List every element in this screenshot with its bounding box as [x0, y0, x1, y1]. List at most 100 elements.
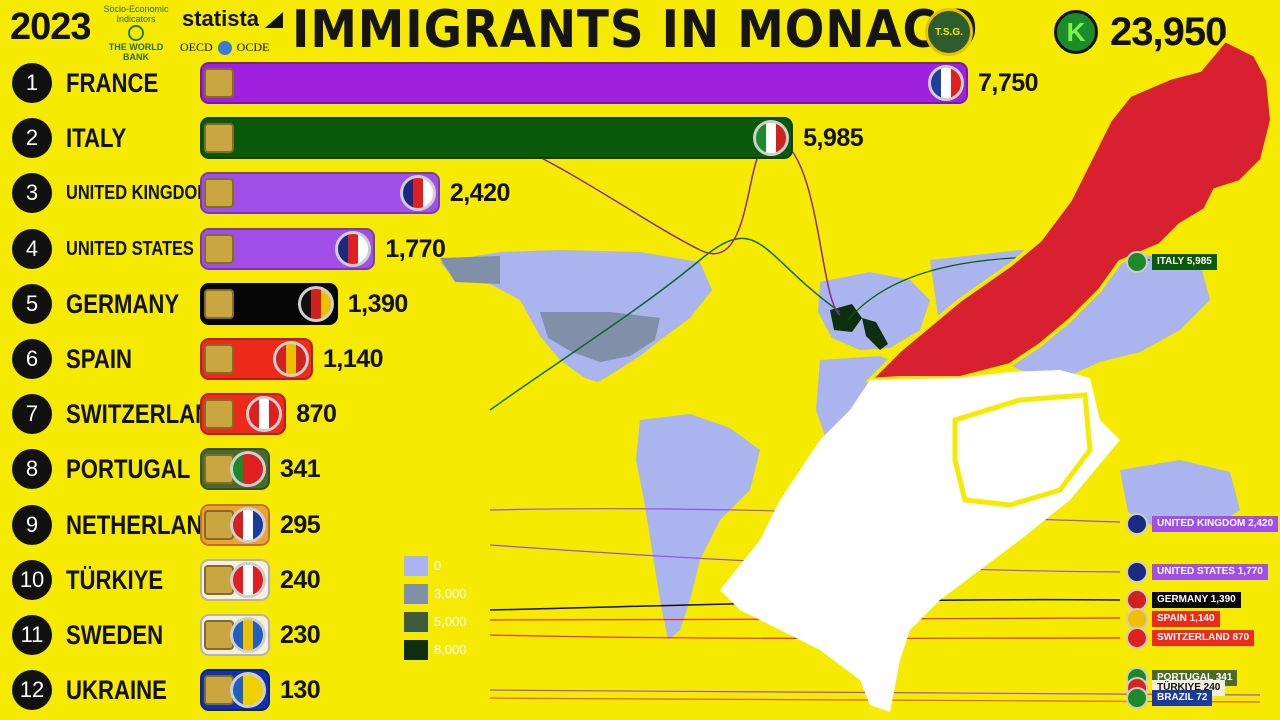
flag-icon	[399, 175, 436, 211]
map-tag: ITALY 5,985	[1152, 254, 1217, 270]
legend-label: 3,000	[434, 586, 467, 601]
monaco-port-shape	[952, 392, 1093, 508]
worldbank-logo: Socio-Economic Indicators THE WORLD BANK	[96, 4, 176, 62]
coat-of-arms-icon	[204, 565, 234, 595]
rank-badge: 1	[12, 63, 52, 103]
bar-value: 5,985	[803, 124, 864, 152]
country-label: TÜRKIYE	[66, 565, 164, 595]
monaco-white-shape	[720, 370, 1120, 712]
bar-value: 240	[280, 566, 321, 594]
flag-icon	[928, 65, 964, 101]
alaska-shape	[440, 256, 500, 284]
coat-of-arms-icon	[204, 178, 234, 208]
flag-icon	[753, 120, 790, 156]
tag-flag-icon	[1126, 561, 1148, 583]
k-logo-icon: K	[1054, 10, 1098, 54]
bar-value: 7,750	[978, 69, 1039, 97]
monaco-red-shape	[864, 37, 1275, 383]
country-label: GERMANY	[66, 289, 180, 319]
legend-swatch	[404, 556, 428, 576]
rank-badge: 12	[12, 670, 52, 710]
bar-value: 1,140	[322, 345, 384, 373]
flag-icon	[297, 286, 334, 322]
connection-line-italy	[489, 237, 841, 411]
map-tag: GERMANY 1,390	[1152, 592, 1241, 608]
oecd-icon	[217, 41, 232, 56]
coat-of-arms-icon	[204, 123, 234, 153]
page-title: IMMIGRANTS IN MONACO	[292, 0, 979, 60]
rank-badge: 2	[12, 118, 52, 158]
legend-swatch	[404, 584, 428, 604]
bar	[200, 172, 440, 214]
country-label: SWEDEN	[66, 620, 164, 650]
worldbank-subtitle: Socio-Economic Indicators	[103, 4, 169, 24]
country-label: FRANCE	[66, 68, 159, 98]
rank-badge: 3	[12, 173, 52, 213]
rank-badge: 8	[12, 449, 52, 489]
bar-value: 341	[280, 455, 321, 483]
tag-flag-icon	[1126, 251, 1148, 273]
total-counter: 23,950	[1110, 10, 1227, 54]
map-tag: BRAZIL 72	[1152, 690, 1213, 706]
bar-value: 130	[280, 676, 321, 704]
flag-icon	[230, 617, 266, 653]
coat-of-arms-icon	[204, 234, 234, 264]
rank-badge: 11	[12, 615, 52, 655]
coat-of-arms-icon	[204, 344, 234, 374]
south-america-shape	[636, 414, 760, 640]
coat-of-arms-icon	[204, 289, 234, 319]
coat-of-arms-icon	[204, 399, 234, 429]
country-label: UNITED KINGDOM	[66, 182, 211, 204]
flag-icon	[230, 562, 266, 598]
oecd-text: OECD	[180, 40, 213, 54]
bar-value: 1,390	[347, 290, 409, 318]
statista-logo: statista	[182, 6, 284, 32]
country-label: UKRAINE	[66, 675, 167, 705]
map-tag: SWITZERLAND 870	[1152, 630, 1255, 646]
globe-icon	[128, 25, 144, 41]
statista-icon	[265, 12, 284, 29]
country-label: SPAIN	[66, 344, 133, 374]
legend-swatch	[404, 640, 428, 660]
flag-icon	[230, 672, 266, 708]
connection-line-france	[489, 134, 841, 316]
ocde-text: OCDE	[236, 40, 270, 54]
tag-flag-icon	[1126, 627, 1148, 649]
flag-icon	[230, 451, 266, 487]
flag-icon	[246, 396, 283, 432]
bar-value: 870	[296, 400, 337, 428]
rank-badge: 6	[12, 339, 52, 379]
country-label: ITALY	[66, 123, 127, 153]
rank-badge: 9	[12, 505, 52, 545]
tsg-logo: T.S.G.	[925, 8, 973, 56]
flag-icon	[272, 341, 309, 377]
bar-value: 1,770	[385, 235, 446, 263]
statista-text: statista	[182, 6, 260, 31]
usa-shape	[540, 312, 660, 362]
legend-label: 5,000	[434, 614, 467, 629]
legend-label: 0	[434, 558, 442, 573]
australia-shape	[1120, 460, 1240, 530]
country-label: PORTUGAL	[66, 454, 191, 484]
country-label: UNITED STATES	[66, 238, 194, 260]
tag-flag-icon	[1126, 513, 1148, 535]
coat-of-arms-icon	[204, 454, 234, 484]
rank-badge: 10	[12, 560, 52, 600]
bar-value: 230	[280, 621, 321, 649]
map-tag: UNITED STATES 1,770	[1152, 564, 1268, 580]
italy-shape	[862, 318, 888, 350]
flag-icon	[230, 507, 266, 543]
bar-value: 2,420	[449, 179, 511, 207]
rank-badge: 7	[12, 394, 52, 434]
rank-badge: 5	[12, 284, 52, 324]
year-label: 2023	[10, 6, 92, 48]
bar	[200, 117, 794, 159]
tag-flag-icon	[1126, 687, 1148, 709]
map-tag: UNITED KINGDOM 2,420	[1152, 516, 1279, 532]
rank-badge: 4	[12, 229, 52, 269]
coat-of-arms-icon	[204, 68, 234, 98]
worldbank-name: THE WORLD BANK	[108, 42, 164, 62]
legend-swatch	[404, 612, 428, 632]
bar-value: 295	[280, 511, 321, 539]
